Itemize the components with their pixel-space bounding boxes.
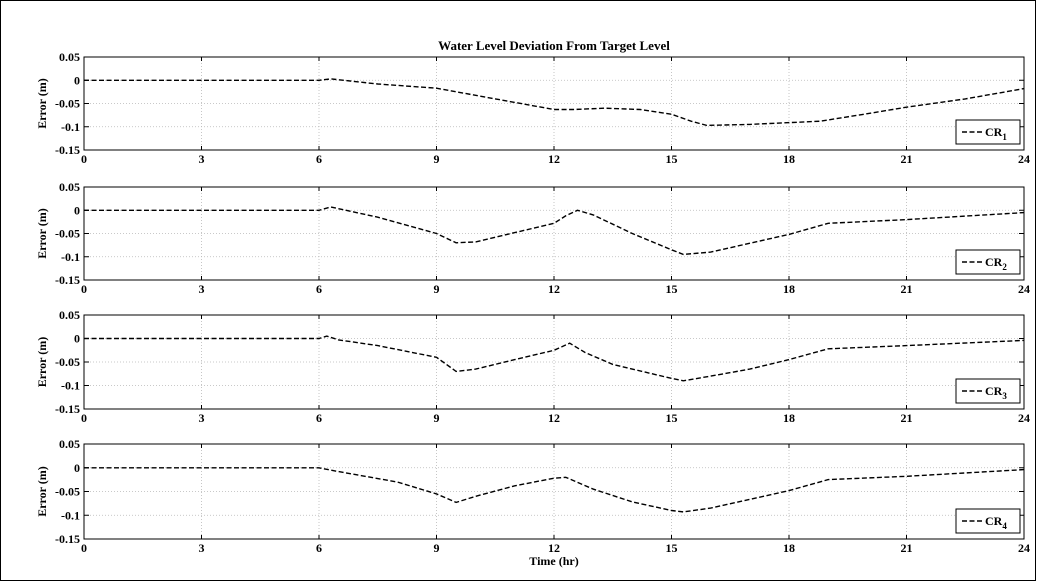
x-tick-label: 24 [1018,282,1030,296]
x-tick-label: 3 [199,541,205,555]
x-tick-label: 12 [548,282,560,296]
x-tick-label: 9 [434,152,440,166]
legend-label: CR2 [985,255,1007,272]
y-tick-label: -0.05 [55,97,80,111]
x-tick-label: 0 [81,282,87,296]
axes-box [83,186,1025,281]
y-tick-label: 0 [74,203,80,217]
x-tick-label: 12 [548,541,560,555]
y-tick-label: -0.05 [55,355,80,369]
y-tick-label: -0.15 [55,273,80,287]
axes-box [83,443,1025,540]
x-tick-label: 0 [81,411,87,425]
axes-box [83,314,1025,410]
x-tick-label: 15 [666,411,678,425]
legend: CR3 [955,378,1021,404]
y-axis-label: Error (m) [35,208,49,259]
y-tick-label: -0.15 [55,143,80,157]
legend-label: CR1 [985,125,1007,142]
x-tick-label: 9 [434,411,440,425]
panel-3: 0 3 6 9 12 15 18 21 24 0.05 0 -0.05 -0.1 -0.15 Error (… [35,308,1030,425]
y-tick-label: -0.05 [55,227,80,241]
x-tick-label: 15 [666,541,678,555]
series-line-cr2 [84,206,1025,256]
x-tick-label: 9 [434,541,440,555]
chart-title: Water Level Deviation From Target Level [438,38,670,53]
x-tick-label: 18 [783,411,795,425]
series-line-cr4 [84,467,1025,513]
legend-label: CR3 [985,384,1007,401]
y-axis-label: Error (m) [35,466,49,517]
x-tick-label: 18 [783,541,795,555]
x-tick-label: 18 [783,282,795,296]
y-tick-label: -0.1 [61,379,80,393]
series-line-cr3 [84,335,1025,382]
x-tick-label: 0 [81,541,87,555]
x-tick-label: 21 [901,282,913,296]
x-tick-label: 21 [901,152,913,166]
y-tick-label: 0 [74,73,80,87]
x-tick-label: 3 [199,152,205,166]
y-axis-label: Error (m) [35,78,49,129]
x-axis-label: Time (hr) [529,554,578,568]
y-tick-label: -0.1 [61,120,80,134]
legend: CR2 [955,249,1021,275]
y-tick-label: 0 [74,461,80,475]
x-tick-label: 12 [548,411,560,425]
x-tick-label: 21 [901,541,913,555]
y-tick-label: 0.05 [59,437,80,451]
y-tick-label: -0.1 [61,508,80,522]
x-tick-label: 6 [316,411,322,425]
y-tick-label: -0.1 [61,250,80,264]
legend-label: CR4 [985,514,1007,531]
x-tick-label: 15 [666,152,678,166]
x-tick-label: 24 [1018,411,1030,425]
y-tick-label: -0.15 [55,402,80,416]
panel-1: Water Level Deviation From Target Level 0… [35,38,1030,166]
x-tick-label: 6 [316,282,322,296]
y-tick-label: 0.05 [59,50,80,64]
x-tick-label: 9 [434,282,440,296]
y-tick-label: 0.05 [59,308,80,322]
y-tick-label: -0.15 [55,532,80,546]
x-tick-label: 18 [783,152,795,166]
legend: CR1 [955,119,1021,145]
y-tick-label: 0 [74,332,80,346]
x-tick-label: 3 [199,411,205,425]
y-tick-label: -0.05 [55,485,80,499]
axes-box [83,56,1025,151]
legend: CR4 [955,508,1021,534]
x-tick-label: 6 [316,541,322,555]
x-tick-label: 6 [316,152,322,166]
panel-2: 0 3 6 9 12 15 18 21 24 0.05 0 -0.05 -0.1 -0.15 Error (… [35,180,1030,296]
panel-4: 0 3 6 9 12 15 18 21 24 0.05 0 -0.05 -0.1 -0.15 Error (… [35,437,1030,568]
y-axis-label: Error (m) [35,337,49,388]
x-tick-label: 0 [81,152,87,166]
series-line-cr1 [84,78,1025,127]
x-tick-label: 24 [1018,541,1030,555]
y-tick-label: 0.05 [59,180,80,194]
x-tick-label: 24 [1018,152,1030,166]
x-tick-label: 12 [548,152,560,166]
x-tick-label: 3 [199,282,205,296]
x-tick-label: 21 [901,411,913,425]
x-tick-label: 15 [666,282,678,296]
